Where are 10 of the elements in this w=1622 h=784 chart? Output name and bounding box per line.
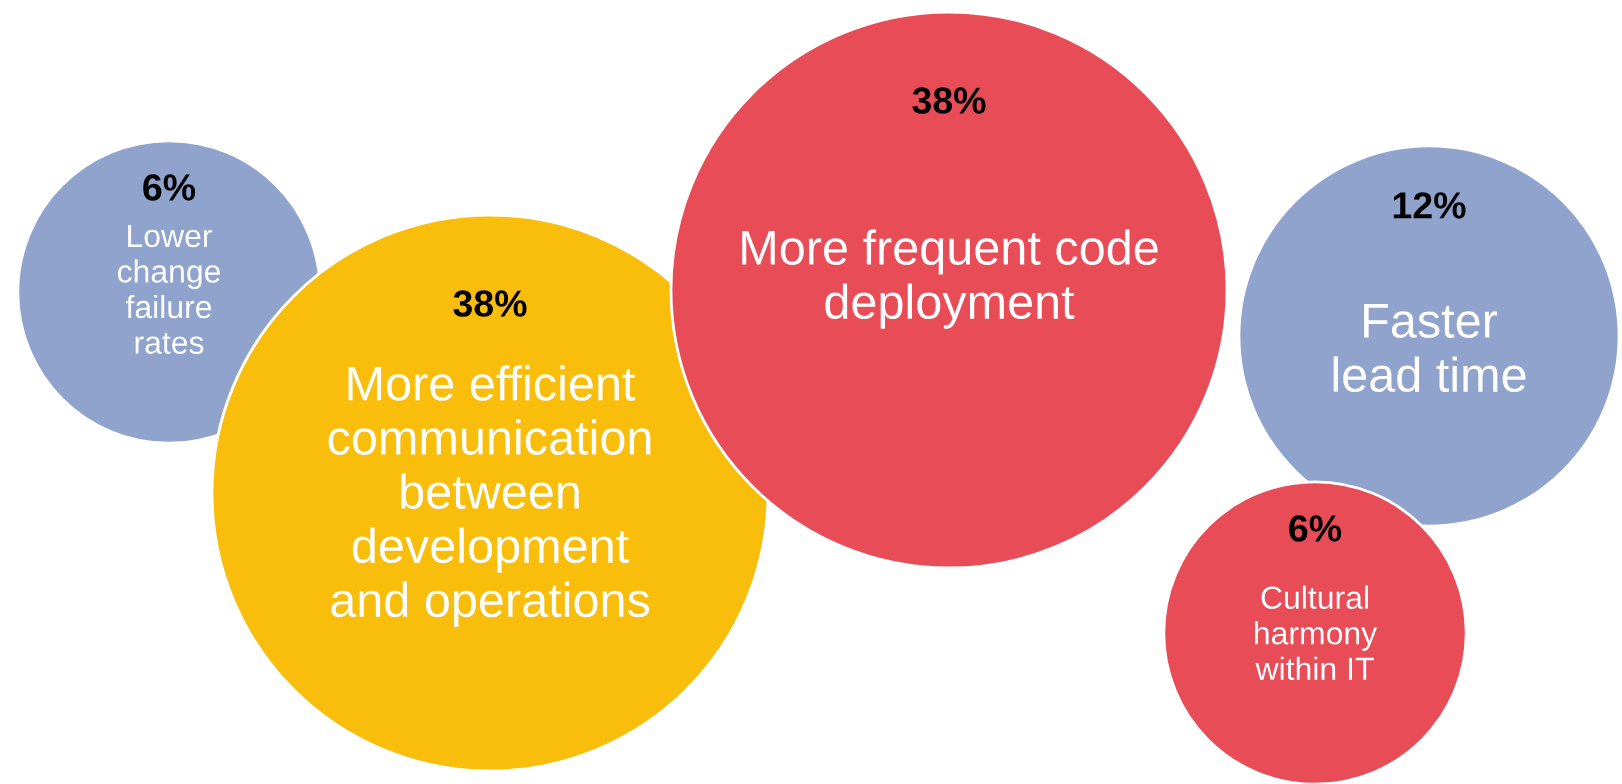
category-label: Cultural harmony within IT [1255, 585, 1378, 681]
data-label: 6% [1289, 515, 1342, 542]
category-label: More frequent code deployment [742, 229, 1158, 329]
category-label: Faster lead time [1333, 304, 1526, 393]
data-label: 38% [912, 87, 986, 114]
data-label: 12% [1393, 192, 1466, 219]
data-label: 6% [143, 174, 196, 201]
data-label: 38% [453, 290, 527, 317]
category-label: Lower change failure rates [117, 224, 220, 354]
category-label: More efficient communication between development and operations [328, 365, 651, 627]
